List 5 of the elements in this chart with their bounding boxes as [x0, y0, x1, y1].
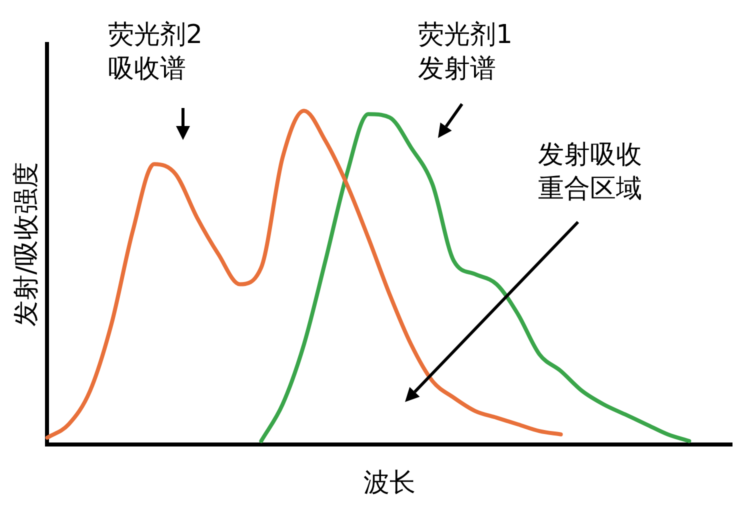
text: 荧光剂2吸收谱 — [108, 19, 204, 86]
x-axis-title: 波长 — [364, 468, 416, 498]
annotation: 发射吸收重合区域 — [538, 139, 643, 206]
y-axis-title: 发射/吸收强度 — [11, 162, 42, 327]
series-label: 荧光剂1发射谱 — [418, 19, 514, 86]
